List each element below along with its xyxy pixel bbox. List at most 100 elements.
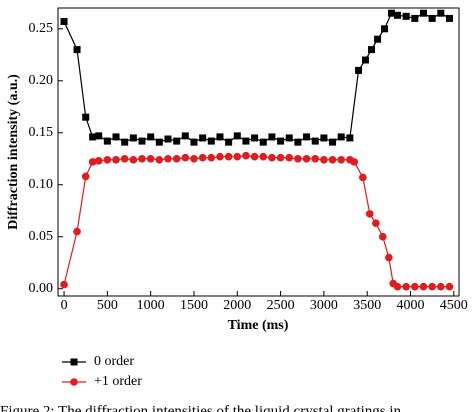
- x-tick-label: 3000: [310, 298, 338, 313]
- data-point: [437, 282, 445, 291]
- data-point: [294, 138, 302, 146]
- data-point: [155, 138, 163, 146]
- data-point: [259, 138, 267, 146]
- data-point: [242, 137, 250, 145]
- data-point: [82, 113, 90, 121]
- y-tick-label: 0.25: [29, 21, 54, 36]
- data-point: [103, 155, 112, 164]
- data-point: [411, 14, 419, 22]
- data-point: [359, 173, 367, 182]
- data-point: [190, 154, 198, 163]
- data-point: [428, 14, 436, 22]
- data-point: [73, 46, 81, 54]
- data-point: [172, 154, 181, 163]
- data-point: [225, 138, 233, 146]
- data-point: [328, 155, 337, 164]
- data-point: [346, 134, 354, 142]
- data-point: [402, 282, 410, 291]
- data-point: [320, 155, 328, 164]
- data-point: [320, 134, 328, 142]
- data-point: [129, 134, 137, 142]
- x-tick-label: 2000: [223, 298, 251, 313]
- data-point: [385, 253, 393, 262]
- y-tick-label: 0.00: [29, 281, 54, 296]
- data-point: [302, 154, 311, 163]
- data-point: [355, 66, 363, 74]
- data-point: [190, 138, 198, 146]
- legend-label: +1 order: [94, 374, 142, 389]
- data-point: [419, 282, 428, 291]
- data-point: [387, 9, 395, 17]
- x-tick-label: 4500: [440, 298, 468, 313]
- legend-label: 0 order: [94, 354, 134, 369]
- series-line: [63, 155, 450, 288]
- data-point: [268, 133, 276, 141]
- data-point: [94, 157, 103, 165]
- x-tick-label: 1500: [180, 298, 208, 313]
- data-point: [138, 154, 146, 163]
- data-point: [89, 133, 97, 141]
- series-line: [63, 12, 450, 143]
- data-point: [129, 155, 138, 164]
- data-point: [445, 14, 453, 22]
- data-point: [285, 153, 294, 162]
- data-point: [276, 153, 285, 162]
- data-point: [277, 137, 285, 145]
- data-point: [365, 210, 374, 218]
- y-tick-label: 0.10: [29, 177, 54, 192]
- data-point: [394, 11, 402, 19]
- data-point: [303, 133, 311, 141]
- y-tick-label: 0.15: [29, 125, 54, 140]
- data-point: [216, 133, 224, 141]
- data-point: [103, 137, 111, 145]
- x-tick-label: 4000: [396, 298, 424, 313]
- data-point: [164, 135, 172, 143]
- data-point: [88, 158, 97, 166]
- data-point: [437, 9, 445, 17]
- data-point: [138, 137, 146, 145]
- data-point: [350, 158, 359, 166]
- data-point: [112, 133, 120, 141]
- data-point: [329, 138, 337, 146]
- legend-marker: [70, 378, 78, 386]
- data-point: [268, 153, 276, 162]
- data-point: [311, 154, 320, 163]
- data-point: [368, 46, 376, 54]
- data-point: [95, 132, 103, 140]
- data-point: [155, 155, 164, 164]
- data-point: [411, 282, 419, 291]
- data-point: [173, 137, 181, 145]
- data-point: [393, 282, 402, 291]
- x-tick-label: 500: [97, 298, 118, 313]
- data-point: [372, 219, 380, 228]
- data-point: [121, 138, 129, 146]
- data-point: [285, 134, 293, 142]
- y-axis-title: Diffraction intensity (a.u.): [6, 74, 21, 230]
- data-point: [233, 132, 241, 140]
- data-point: [242, 151, 250, 160]
- data-point: [224, 152, 233, 161]
- data-point: [181, 153, 190, 162]
- x-tick-label: 1000: [137, 298, 165, 313]
- data-point: [361, 56, 369, 64]
- data-point: [250, 152, 259, 161]
- data-point: [259, 152, 268, 161]
- data-point: [207, 137, 215, 145]
- data-point: [381, 25, 389, 33]
- data-point: [207, 153, 216, 162]
- data-point: [216, 152, 224, 161]
- data-point: [60, 280, 68, 289]
- data-point: [311, 137, 319, 145]
- data-point: [428, 282, 436, 291]
- data-point: [233, 152, 242, 161]
- data-point: [198, 153, 207, 162]
- data-point: [374, 35, 382, 43]
- legend-marker: [70, 358, 78, 366]
- data-point: [73, 227, 81, 236]
- x-axis-title: Time (ms): [228, 318, 289, 333]
- data-point: [402, 12, 410, 20]
- plot-frame: [57, 7, 460, 297]
- data-point: [147, 133, 155, 141]
- data-point: [337, 133, 345, 141]
